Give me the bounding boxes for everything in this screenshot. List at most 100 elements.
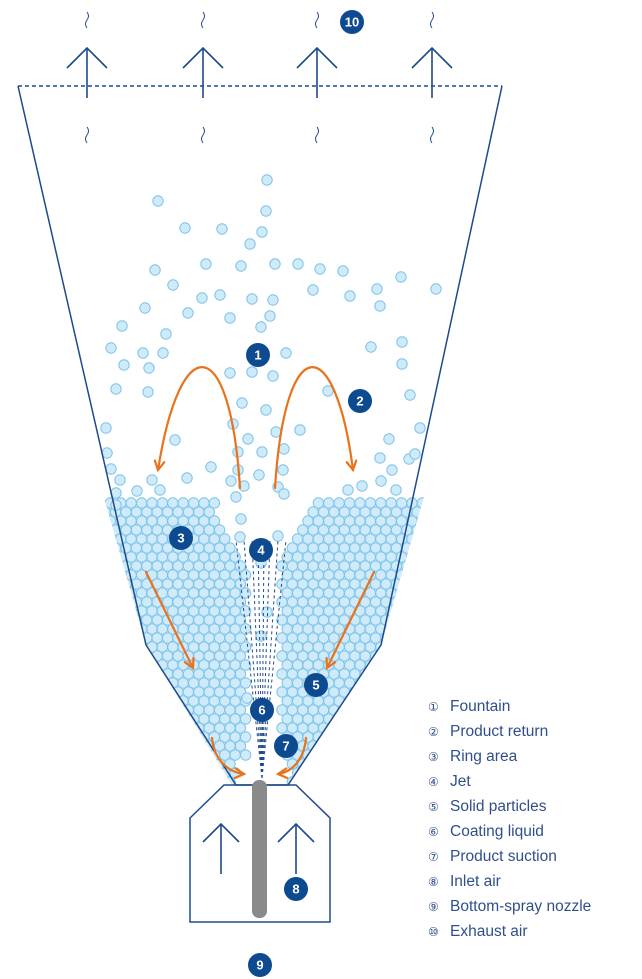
particle	[339, 741, 349, 751]
exhaust-air-arrow	[412, 48, 452, 98]
particle	[407, 660, 417, 670]
particle	[375, 301, 385, 311]
particle	[126, 606, 136, 616]
particle	[391, 651, 401, 661]
particle	[366, 342, 376, 352]
particle	[318, 741, 328, 751]
particle	[417, 588, 427, 598]
particle	[396, 588, 406, 598]
particle	[381, 723, 391, 733]
particle	[407, 606, 417, 616]
legend-item: ⑦ Product suction	[428, 846, 591, 871]
particle	[105, 534, 115, 544]
particle	[344, 750, 354, 760]
particle	[136, 732, 146, 742]
particle	[173, 723, 183, 733]
particle	[116, 606, 126, 616]
particle	[391, 741, 401, 751]
particle	[273, 531, 283, 541]
particle	[157, 750, 167, 760]
legend-item: ④ Jet	[428, 771, 591, 796]
badge-5: 5	[304, 673, 328, 697]
particle	[298, 777, 308, 787]
particle	[95, 606, 105, 616]
particle	[170, 435, 180, 445]
particle	[100, 741, 110, 751]
particle	[100, 651, 110, 661]
particle	[376, 660, 386, 670]
particle	[100, 507, 110, 517]
particle	[111, 384, 121, 394]
particle	[407, 570, 417, 580]
particle	[168, 714, 178, 724]
particle	[329, 759, 339, 769]
particle	[334, 768, 344, 778]
particle	[199, 768, 209, 778]
particle	[391, 723, 401, 733]
exhaust-air-arrow	[67, 48, 107, 98]
particle	[197, 293, 207, 303]
particle	[315, 264, 325, 274]
particle	[126, 678, 136, 688]
particle	[345, 291, 355, 301]
particle	[183, 741, 193, 751]
particle	[105, 768, 115, 778]
particle	[178, 768, 188, 778]
particle	[136, 714, 146, 724]
particle	[142, 777, 152, 787]
particle	[412, 579, 422, 589]
particle	[365, 750, 375, 760]
particle	[268, 295, 278, 305]
particle	[422, 579, 432, 589]
particle	[95, 642, 105, 652]
badge-label: 8	[292, 882, 299, 897]
particle	[152, 687, 162, 697]
particle	[142, 705, 152, 715]
particle	[412, 615, 422, 625]
particle	[100, 687, 110, 697]
particle	[105, 732, 115, 742]
particle	[391, 687, 401, 697]
badge-10: 10	[340, 10, 364, 34]
particle	[422, 633, 432, 643]
particle	[173, 777, 183, 787]
particle	[370, 705, 380, 715]
particle	[372, 284, 382, 294]
particle	[360, 687, 370, 697]
particle	[407, 768, 417, 778]
inlet-air-arrow	[203, 824, 239, 874]
particle	[412, 633, 422, 643]
particle	[121, 615, 131, 625]
particle	[157, 714, 167, 724]
particle	[355, 732, 365, 742]
particle	[100, 705, 110, 715]
particle	[142, 723, 152, 733]
particle	[153, 196, 163, 206]
particle	[105, 552, 115, 562]
particle	[105, 678, 115, 688]
particle	[386, 714, 396, 724]
particle	[100, 615, 110, 625]
particle	[334, 750, 344, 760]
particle	[162, 687, 172, 697]
airflow-squiggle	[316, 127, 319, 143]
particle	[256, 631, 266, 641]
badge-label: 9	[256, 958, 263, 973]
particle	[183, 759, 193, 769]
badge-label: 2	[356, 394, 363, 409]
particle	[162, 705, 172, 715]
particle	[381, 687, 391, 697]
particle	[381, 669, 391, 679]
particle	[245, 239, 255, 249]
particle	[417, 696, 427, 706]
particle	[417, 678, 427, 688]
particle	[355, 696, 365, 706]
particle	[381, 705, 391, 715]
particle	[236, 261, 246, 271]
particle	[240, 750, 250, 760]
particle	[407, 642, 417, 652]
particle	[201, 259, 211, 269]
particle	[110, 669, 120, 679]
particle	[402, 759, 412, 769]
particle	[136, 678, 146, 688]
